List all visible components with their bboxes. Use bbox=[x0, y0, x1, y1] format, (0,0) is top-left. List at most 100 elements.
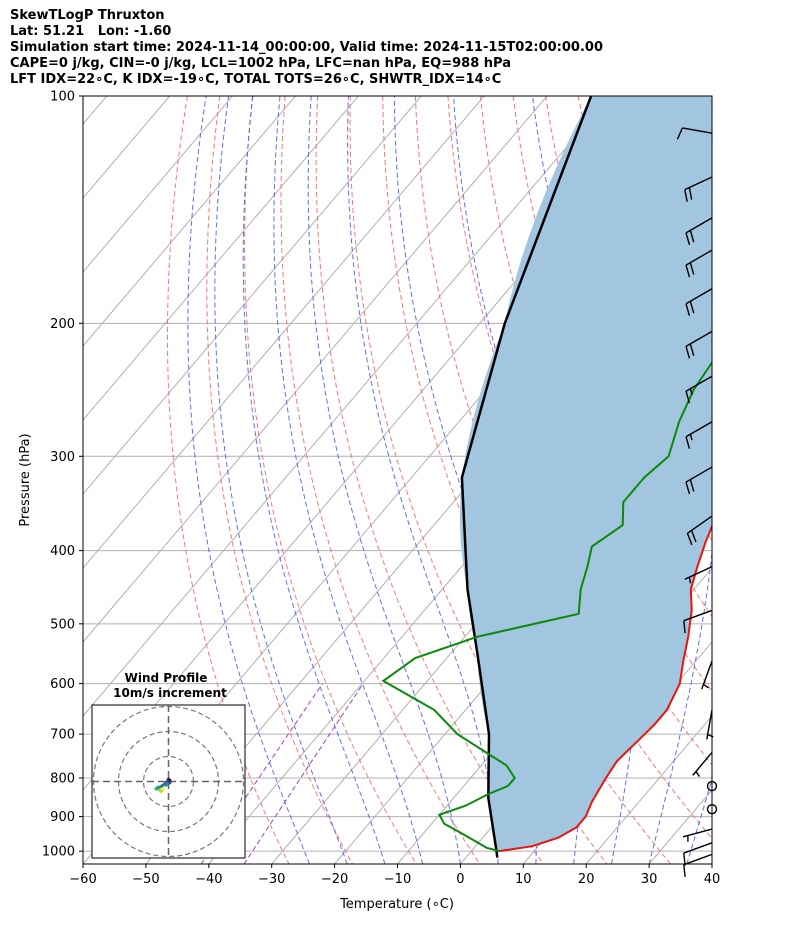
x-axis-label: Temperature (∘C) bbox=[339, 897, 454, 912]
y-tick-label: 1000 bbox=[42, 845, 75, 860]
x-tick-label: 10 bbox=[515, 872, 532, 887]
barb-flag bbox=[689, 301, 695, 314]
wind-barb bbox=[682, 828, 713, 842]
dry-adiabat-line bbox=[206, 96, 353, 864]
isotherm-gridline bbox=[83, 96, 108, 125]
barb-flag bbox=[685, 264, 691, 278]
barb-half-flag bbox=[688, 577, 692, 584]
x-tick-label: −60 bbox=[69, 872, 96, 887]
axis-ticks: −60 −50 −40 −30 −20 −10 0 10 20 30 40 100 200 300 400 5… bbox=[42, 90, 720, 888]
y-tick-label: 900 bbox=[50, 810, 75, 825]
wind-barb bbox=[685, 466, 713, 495]
barb-flag bbox=[685, 303, 691, 316]
moist-adiabat-line bbox=[242, 96, 386, 864]
wind-barb bbox=[706, 709, 714, 740]
barb-flag bbox=[690, 530, 697, 543]
wind-barb bbox=[685, 375, 713, 404]
isotherm-gridline bbox=[83, 96, 485, 569]
hodograph: Wind Profile 10m/s increment bbox=[91, 671, 246, 859]
wind-barbs bbox=[676, 127, 718, 878]
barb-staff bbox=[684, 176, 713, 191]
wind-barb bbox=[685, 288, 713, 316]
hodograph-segment bbox=[164, 782, 169, 787]
y-tick-label: 100 bbox=[50, 90, 75, 105]
barb-half-flag bbox=[689, 388, 693, 395]
y-tick-label: 700 bbox=[50, 728, 75, 743]
barb-flag bbox=[689, 479, 695, 492]
wind-barb bbox=[683, 842, 713, 866]
barb-flag bbox=[688, 187, 693, 200]
calm-circle bbox=[706, 804, 718, 815]
mixing-ratio-line bbox=[243, 683, 364, 864]
y-tick-label: 300 bbox=[50, 450, 75, 465]
barb-flag bbox=[676, 127, 684, 140]
isotherm-gridline bbox=[585, 715, 712, 864]
dry-adiabat-line bbox=[741, 96, 794, 864]
barb-staff bbox=[682, 127, 713, 134]
y-axis-label: Pressure (hPa) bbox=[18, 433, 33, 526]
chart-header: SkewTLogP Thruxton Lat: 51.21 Lon: -1.60… bbox=[10, 8, 603, 88]
barb-flag bbox=[683, 620, 686, 634]
temperature-line bbox=[499, 523, 712, 853]
moist-adiabat-line bbox=[347, 96, 499, 864]
barb-staff bbox=[683, 842, 713, 854]
isotherm-gridline bbox=[83, 96, 359, 421]
hodograph-title: Wind Profile bbox=[125, 671, 208, 685]
barb-flag bbox=[689, 262, 695, 275]
isotherm-gridline bbox=[83, 96, 422, 495]
wind-barb bbox=[683, 609, 713, 634]
wind-barb bbox=[701, 660, 713, 690]
y-tick-label: 400 bbox=[50, 544, 75, 559]
wind-barb bbox=[706, 804, 718, 815]
dry-adiabat-line bbox=[244, 96, 417, 864]
barb-flag bbox=[685, 346, 691, 359]
barb-flag bbox=[685, 232, 691, 245]
wind-barb bbox=[676, 127, 713, 140]
moist-adiabat-line bbox=[187, 96, 310, 864]
y-tick-label: 200 bbox=[50, 317, 75, 332]
indices-line: CAPE=0 j/kg, CIN=-0 j/kg, LCL=1002 hPa, … bbox=[10, 56, 511, 71]
dry-adiabat-line bbox=[774, 96, 794, 864]
dewpoint-line bbox=[381, 360, 712, 853]
time-line: Simulation start time: 2024-11-14_00:00:… bbox=[10, 40, 603, 55]
barb-flag bbox=[689, 230, 695, 243]
barb-flag bbox=[685, 481, 691, 495]
wind-barb bbox=[706, 780, 718, 792]
moist-adiabat-line bbox=[641, 96, 712, 864]
barb-staff bbox=[683, 609, 713, 622]
stability-line: LFT IDX=22∘C, K IDX=-19∘C, TOTAL TOTS=26… bbox=[10, 72, 502, 87]
x-tick-label: 0 bbox=[456, 872, 464, 887]
y-tick-label: 800 bbox=[50, 771, 75, 786]
moist-adiabat-line bbox=[394, 96, 537, 864]
y-tick-label: 500 bbox=[50, 617, 75, 632]
wind-barb bbox=[692, 751, 713, 777]
wind-barb bbox=[683, 853, 713, 878]
wind-barb bbox=[684, 566, 713, 584]
moist-adiabat-line bbox=[307, 96, 461, 864]
barb-half-flag bbox=[703, 683, 709, 689]
barb-flag bbox=[683, 853, 686, 866]
isotherm-gridline bbox=[83, 96, 233, 273]
barb-staff bbox=[701, 660, 713, 690]
barb-staff bbox=[706, 709, 713, 740]
barb-half-flag bbox=[707, 733, 714, 738]
hodograph-subtitle: 10m/s increment bbox=[113, 686, 227, 700]
location-line: Lat: 51.21 Lon: -1.60 bbox=[10, 24, 172, 39]
chart-title: SkewTLogP Thruxton bbox=[10, 8, 165, 23]
barb-staff bbox=[683, 853, 713, 866]
isotherm-gridline bbox=[83, 96, 611, 717]
y-tick-label: 600 bbox=[50, 677, 75, 692]
barb-half-flag bbox=[695, 771, 701, 777]
barb-flag bbox=[685, 391, 691, 404]
moist-adiabat-line bbox=[214, 96, 348, 864]
profile-layer bbox=[381, 96, 712, 858]
x-tick-label: −40 bbox=[195, 872, 222, 887]
x-tick-label: −20 bbox=[321, 872, 348, 887]
barb-flag bbox=[685, 436, 691, 449]
isotherm-gridline bbox=[83, 96, 296, 347]
moist-adiabat-line bbox=[273, 96, 424, 864]
dry-adiabat-line bbox=[315, 96, 544, 864]
x-tick-label: 30 bbox=[641, 872, 658, 887]
x-tick-label: 40 bbox=[704, 872, 721, 887]
barb-flag bbox=[689, 343, 695, 357]
